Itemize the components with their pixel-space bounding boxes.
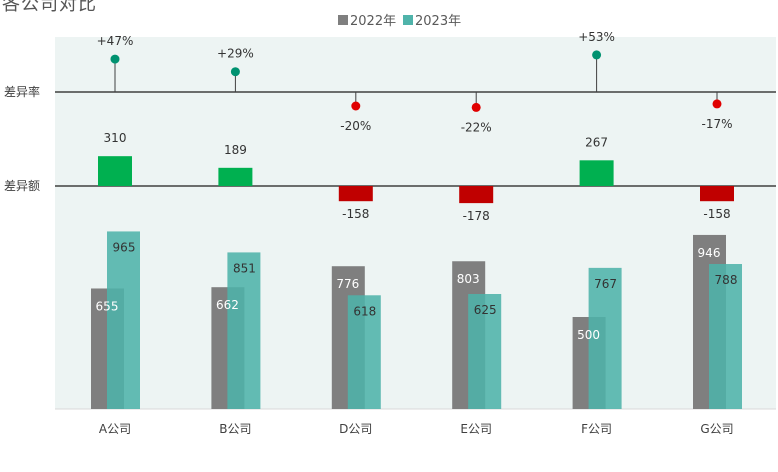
- x-tick-label-a: A公司: [99, 422, 131, 436]
- rate-label-f: +53%: [578, 30, 615, 44]
- diff-row-label: 差异额: [4, 179, 40, 193]
- x-tick-label-e: E公司: [460, 422, 492, 436]
- legend-swatch-2023: [403, 15, 413, 25]
- chart-marks: A公司 655 965 310 +47% B公司 662 851 189 +29% D公司 776 61…: [91, 30, 742, 436]
- value-label-2023-d: 618: [353, 304, 376, 318]
- diff-bar-f: [579, 160, 614, 186]
- diff-label-d: -158: [342, 207, 369, 221]
- value-label-2022-a: 655: [96, 299, 119, 313]
- rate-dot-e: [471, 102, 481, 112]
- diff-label-g: -158: [703, 207, 730, 221]
- legend-label-2022: 2022年: [350, 14, 396, 29]
- rate-label-d: -20%: [340, 119, 371, 133]
- bar-2023-b: [227, 252, 261, 409]
- value-label-2022-b: 662: [216, 298, 239, 312]
- legend-label-2023: 2023年: [415, 14, 461, 29]
- diff-label-e: -178: [463, 209, 490, 223]
- rate-label-a: +47%: [97, 34, 134, 48]
- rate-dot-b: [230, 67, 240, 77]
- rate-label-e: -22%: [461, 120, 492, 134]
- diff-bar-g: [700, 186, 734, 202]
- rate-dot-f: [592, 50, 602, 60]
- diff-bar-e: [459, 186, 494, 204]
- value-label-2023-a: 965: [113, 240, 136, 254]
- rate-row-label: 差异率: [4, 84, 40, 99]
- value-label-2022-d: 776: [336, 277, 359, 291]
- value-label-2022-e: 803: [457, 272, 480, 286]
- bar-2023-a: [107, 231, 140, 409]
- chart-title: 各公司对比: [2, 0, 97, 15]
- value-label-2023-g: 788: [715, 273, 738, 287]
- legend-swatch-2022: [338, 15, 348, 25]
- rate-label-b: +29%: [217, 47, 254, 61]
- diff-label-b: 189: [224, 143, 247, 157]
- value-label-2023-f: 767: [594, 277, 617, 291]
- bar-2023-f: [588, 267, 622, 409]
- diff-bar-b: [218, 167, 253, 186]
- rate-dot-d: [351, 101, 361, 111]
- value-label-2023-e: 625: [474, 303, 497, 317]
- x-tick-label-f: F公司: [581, 422, 612, 436]
- diff-label-f: 267: [585, 135, 608, 149]
- bar-2023-g: [709, 264, 742, 409]
- value-label-2022-f: 500: [577, 328, 600, 342]
- diff-bar-a: [98, 156, 132, 186]
- diff-label-a: 310: [104, 131, 127, 145]
- bar-2023-e: [468, 294, 502, 409]
- rate-dot-g: [712, 99, 722, 109]
- x-tick-label-d: D公司: [339, 422, 372, 436]
- diff-bar-d: [338, 186, 373, 202]
- plot-background: [55, 37, 776, 409]
- rate-dot-a: [110, 54, 120, 64]
- x-tick-label-b: B公司: [219, 422, 251, 436]
- bar-2023-d: [347, 295, 381, 409]
- rate-label-g: -17%: [701, 117, 732, 131]
- legend: 2022年 2023年: [338, 14, 461, 29]
- value-label-2023-b: 851: [233, 261, 256, 275]
- value-label-2022-g: 946: [698, 246, 721, 260]
- x-tick-label-g: G公司: [700, 422, 733, 436]
